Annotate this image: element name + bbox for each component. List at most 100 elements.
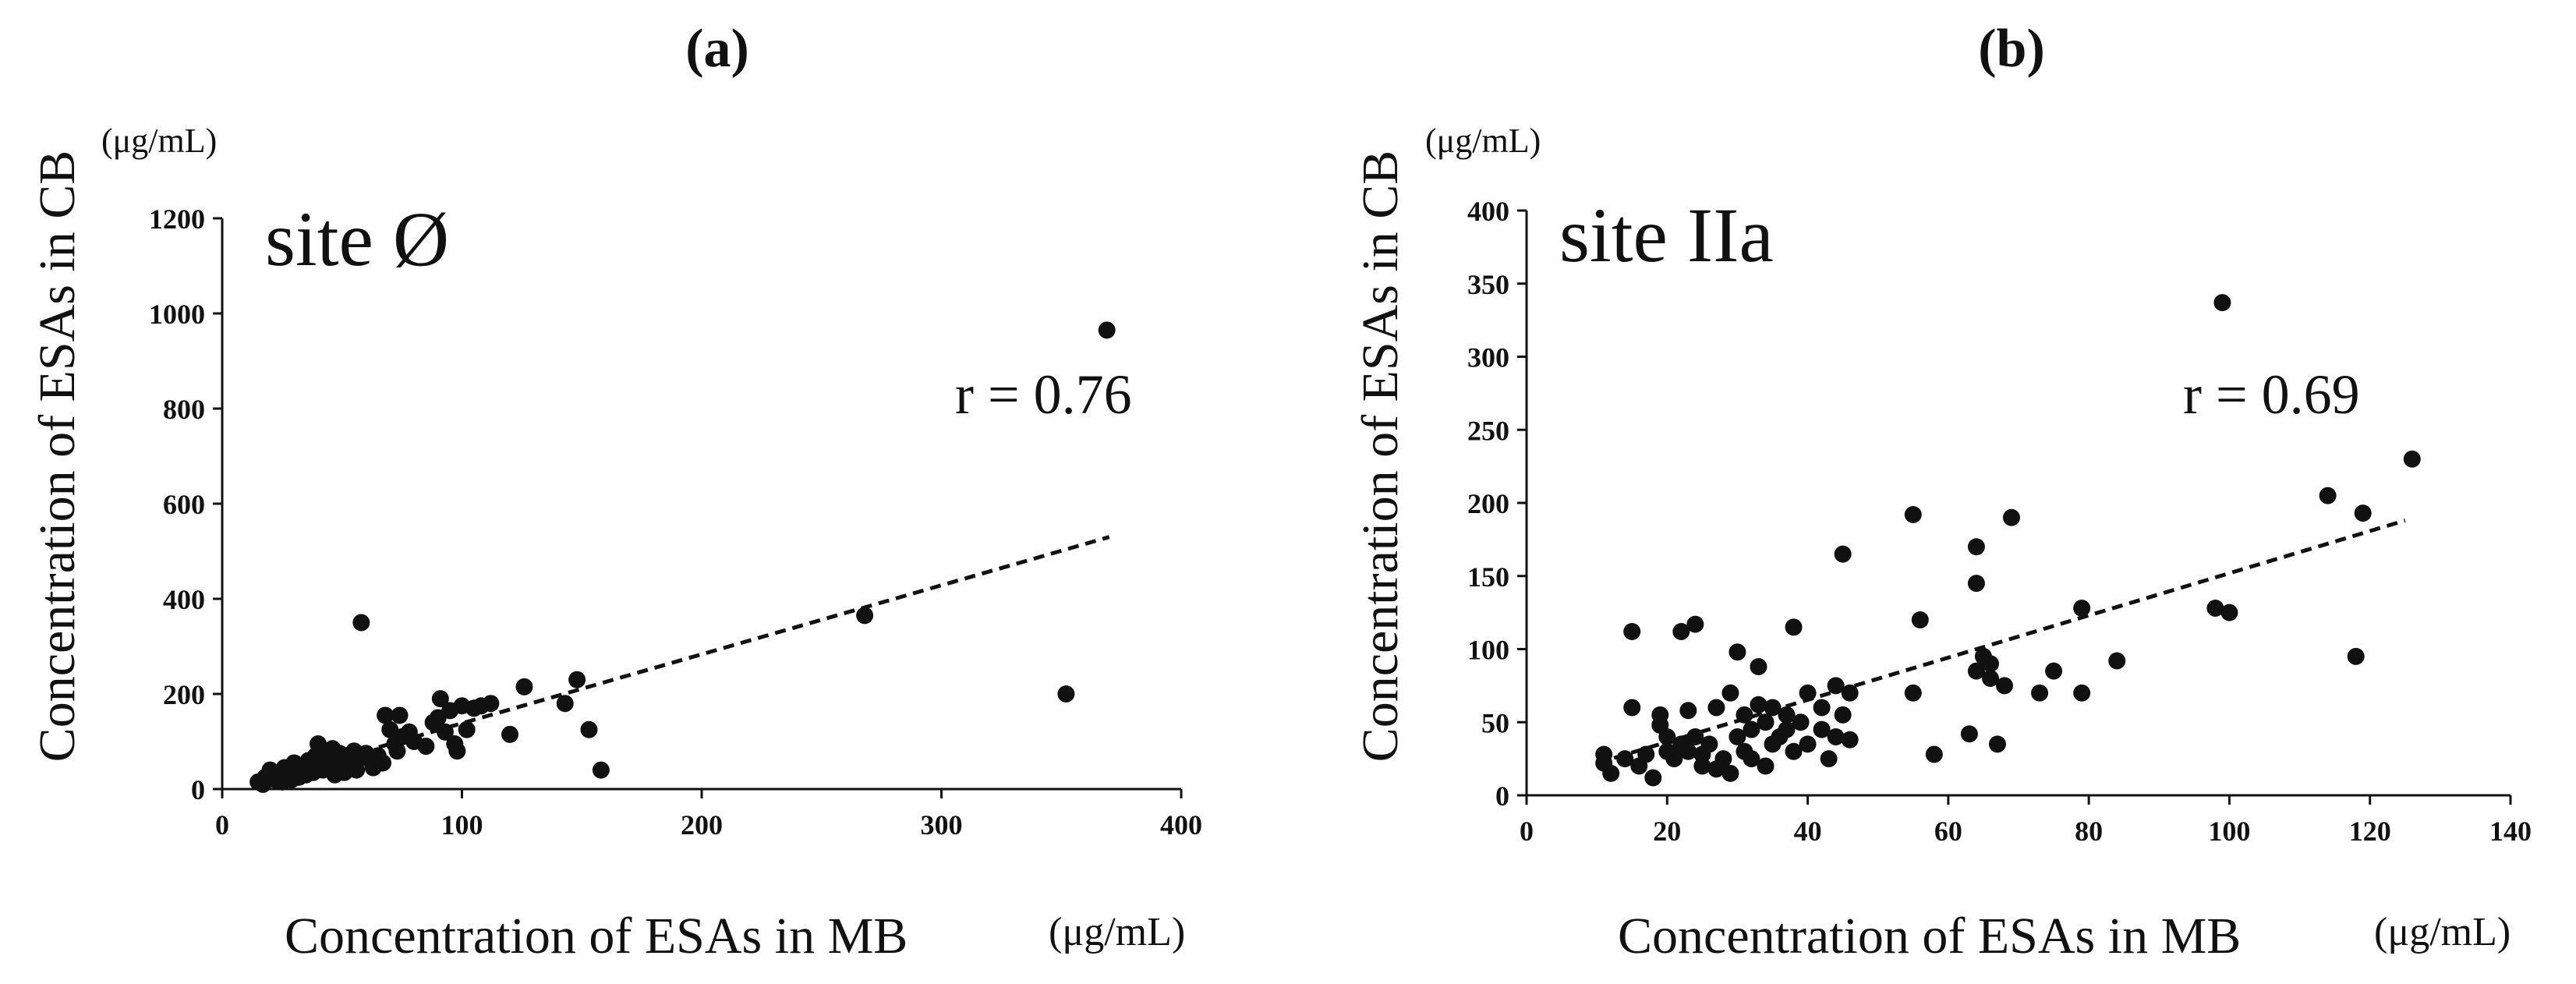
panel-b-y-tick-label: 350 bbox=[1467, 269, 1509, 300]
panel-a-y-tick-label: 200 bbox=[163, 679, 205, 710]
panel-b-data-point bbox=[1686, 728, 1704, 745]
panel-a-data-point bbox=[388, 742, 406, 760]
panel-b-data-point bbox=[1743, 720, 1760, 738]
panel-b-y-ticks: 0 50 100 150 200 250 300 350 400 bbox=[1467, 196, 1527, 812]
panel-b-data-point bbox=[1623, 699, 1641, 717]
panel-b-trendline-group bbox=[1596, 519, 2406, 766]
panel-b-data-point bbox=[1981, 670, 1999, 687]
panel-a-data-point bbox=[515, 678, 533, 696]
panel-b-data-point bbox=[1925, 745, 1943, 763]
panel-a-data-point bbox=[580, 720, 598, 738]
panel-a-x-axis-title: Concentration of ESAs in MB bbox=[285, 908, 908, 965]
panel-a-data-point bbox=[374, 754, 392, 772]
panel-b-y-tick-label: 300 bbox=[1467, 342, 1509, 373]
panel-b-x-tick-label: 60 bbox=[1934, 816, 1962, 847]
panel-a-x-tick-label: 100 bbox=[441, 809, 483, 841]
panel-b-data-point bbox=[1672, 623, 1690, 640]
panel-b-data-point bbox=[1960, 725, 1978, 743]
panel-a-data-point bbox=[856, 607, 874, 625]
panel-a-trendline-group bbox=[257, 535, 1110, 784]
panel-b-data-point bbox=[1616, 750, 1634, 768]
panel-a-data-point bbox=[417, 738, 435, 756]
panel-a-data-point bbox=[431, 690, 449, 708]
panel-b-data-point bbox=[1750, 696, 1767, 713]
panel-b-x-tick-label: 120 bbox=[2349, 816, 2391, 847]
panel-a-data-point bbox=[1098, 321, 1116, 339]
panel-b-x-tick-label: 80 bbox=[2075, 816, 2103, 847]
panel-b-data-point bbox=[1658, 728, 1676, 745]
panel-b-data-point bbox=[1729, 728, 1746, 745]
panel-a-y-axis-title: Concentration of ESAs in CB bbox=[29, 150, 86, 763]
panel-b-data-point bbox=[1623, 623, 1641, 640]
panel-a-y-tick-label: 1200 bbox=[149, 204, 205, 235]
panel-b-data-point bbox=[1686, 615, 1704, 633]
panel-b-y-axis-unit: (μg/mL) bbox=[1425, 122, 1541, 160]
panel-b-data-point bbox=[1700, 735, 1718, 753]
panel-b-data-point bbox=[1602, 764, 1620, 782]
panel-a-x-tick-label: 400 bbox=[1160, 809, 1202, 841]
panel-b-data-point bbox=[1911, 611, 1929, 628]
panel-a-y-tick-label: 1000 bbox=[149, 299, 205, 330]
panel-b-data-point bbox=[1743, 750, 1760, 768]
panel-b-data-point bbox=[2354, 504, 2372, 522]
panel-a-x-ticks: 0 100 200 300 400 bbox=[215, 789, 1202, 841]
panel-b-data-point bbox=[1750, 658, 1767, 675]
panel-b-data-point bbox=[1785, 742, 1803, 760]
panel-b-data-point bbox=[1778, 706, 1796, 724]
panel-b-data-point bbox=[1679, 742, 1697, 760]
panel-b-data-point bbox=[2031, 684, 2049, 702]
panel-b-data-point bbox=[2213, 294, 2231, 312]
panel-b-y-tick-label: 100 bbox=[1467, 635, 1509, 666]
panel-b-data-point bbox=[1764, 699, 1782, 717]
panel-b-data-point bbox=[1757, 713, 1775, 731]
panel-b-data-point bbox=[1778, 720, 1796, 738]
panel-b-data-point bbox=[1637, 745, 1655, 763]
panel-b-data-point bbox=[1707, 699, 1725, 717]
panel-a-x-tick-label: 200 bbox=[681, 809, 723, 841]
panel-b-data-point bbox=[1799, 735, 1817, 753]
panel-a-y-tick-label: 400 bbox=[163, 584, 205, 615]
panel-a-data-point bbox=[352, 614, 370, 632]
panel-a-x-tick-label: 0 bbox=[215, 809, 229, 841]
panel-b-data-point bbox=[1820, 750, 1838, 768]
panel-a-data-point bbox=[592, 761, 610, 779]
panel-b-data-point bbox=[1967, 538, 1985, 556]
panel-a-data-point bbox=[501, 725, 518, 743]
panel-a-x-axis-unit: (μg/mL) bbox=[1049, 910, 1185, 954]
panel-a-data-point bbox=[568, 671, 586, 688]
panel-b-data-point bbox=[1714, 750, 1732, 768]
panel-b-data-point bbox=[1799, 684, 1817, 702]
panel-b-trendline bbox=[1596, 519, 2406, 766]
panel-b-data-point bbox=[1827, 728, 1845, 745]
panel-a-label: (a) bbox=[685, 19, 749, 79]
panel-a: (a) Concentration of ESAs in CB (μg/mL) … bbox=[29, 19, 1202, 965]
panel-a-points bbox=[249, 321, 1116, 793]
panel-b-data-point bbox=[1721, 684, 1739, 702]
panel-a-y-tick-label: 800 bbox=[163, 394, 205, 425]
panel-b-y-tick-label: 250 bbox=[1467, 415, 1509, 446]
panel-a-data-point bbox=[458, 720, 476, 738]
panel-b-data-point bbox=[1841, 684, 1859, 702]
panel-a-y-ticks: 0 200 400 600 800 1000 1200 bbox=[149, 204, 222, 805]
panel-b-data-point bbox=[2002, 508, 2020, 526]
panel-b-data-point bbox=[1981, 655, 1999, 673]
panel-a-data-point bbox=[448, 742, 466, 760]
panel-a-data-point bbox=[1057, 685, 1075, 703]
panel-b-data-point bbox=[1729, 643, 1746, 661]
panel-b-data-point bbox=[1785, 618, 1803, 636]
panel-b-data-point bbox=[1644, 769, 1662, 787]
panel-b-x-tick-label: 20 bbox=[1653, 816, 1681, 847]
panel-b-data-point bbox=[2108, 652, 2126, 670]
panel-b-r-annotation: r = 0.69 bbox=[2183, 363, 2360, 426]
panel-a-data-point bbox=[377, 706, 395, 724]
panel-b-y-tick-label: 150 bbox=[1467, 561, 1509, 593]
panel-b-x-tick-label: 140 bbox=[2489, 816, 2532, 847]
panel-b-data-point bbox=[1813, 720, 1831, 738]
panel-b-y-axis-title: Concentration of ESAs in CB bbox=[1352, 150, 1409, 763]
panel-b-x-axis-unit: (μg/mL) bbox=[2374, 910, 2511, 954]
panel-b-data-point bbox=[1679, 702, 1697, 720]
panel-a-site-annotation: site Ø bbox=[265, 196, 449, 282]
panel-b-data-point bbox=[1904, 684, 1922, 702]
panel-b-data-point bbox=[1834, 706, 1852, 724]
